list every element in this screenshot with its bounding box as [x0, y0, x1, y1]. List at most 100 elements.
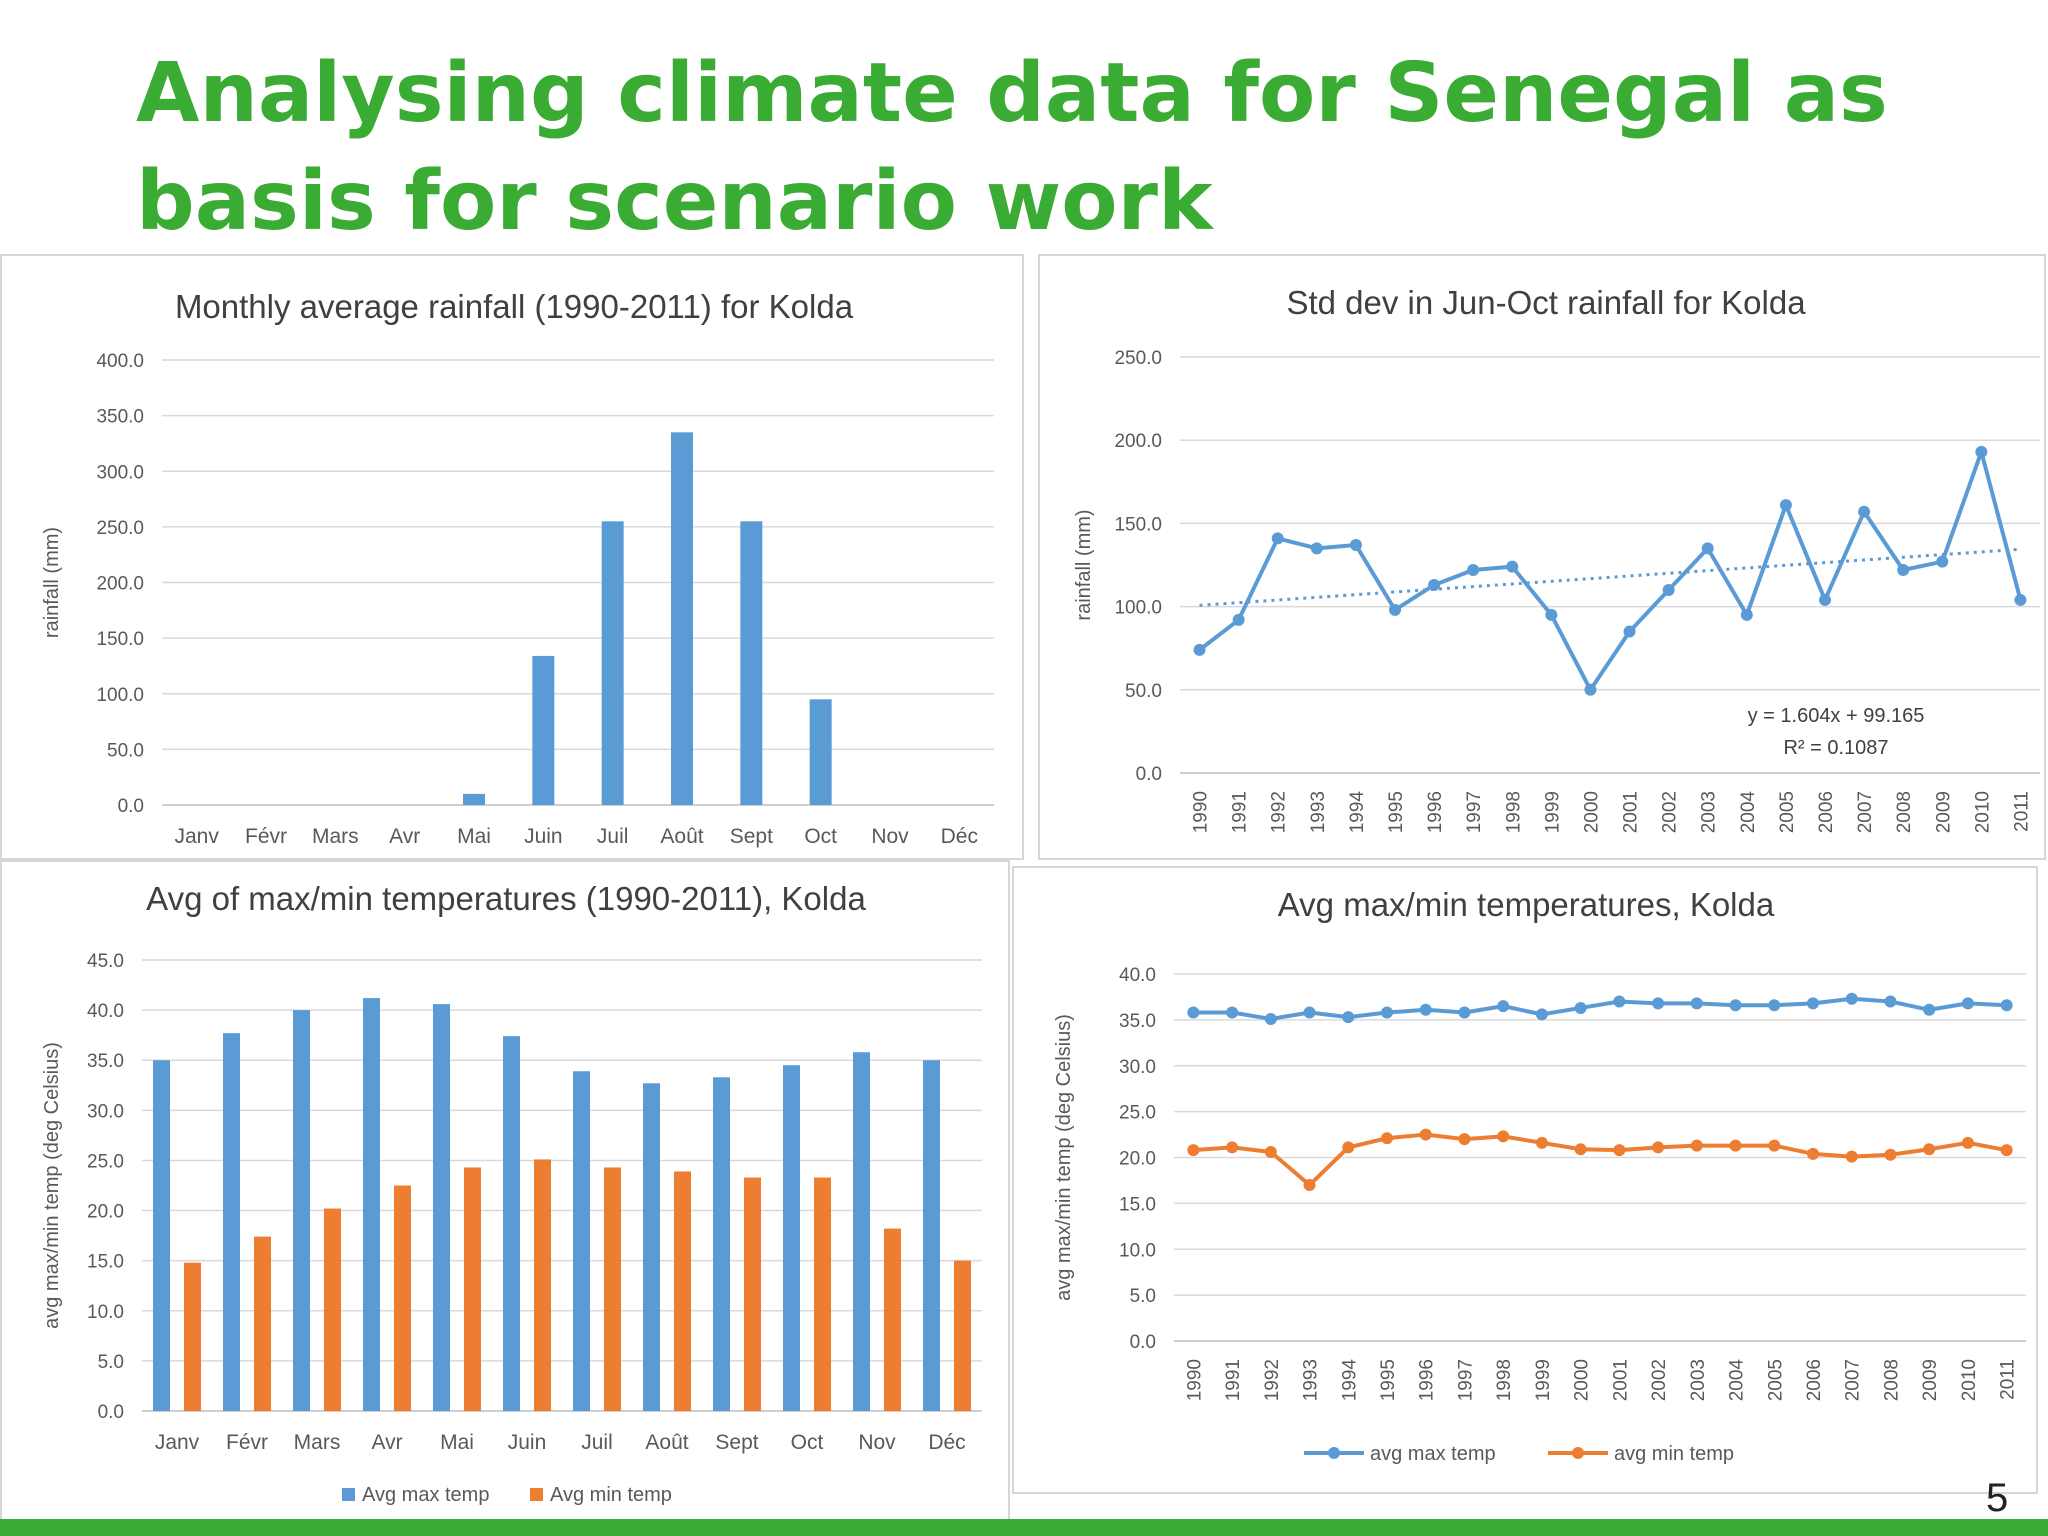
data-point — [1819, 593, 1831, 606]
data-point — [1467, 563, 1480, 576]
data-point — [2014, 593, 2027, 606]
x-tick-label: Juil — [597, 825, 629, 848]
data-point — [1545, 608, 1558, 621]
x-tick-label: 1996 — [1417, 1359, 1438, 1401]
data-point — [1858, 505, 1871, 518]
bar — [254, 1236, 271, 1411]
data-point — [1226, 1006, 1239, 1019]
x-tick-label: 2005 — [1765, 1359, 1786, 1401]
x-tick-label: Août — [660, 825, 703, 848]
x-tick-label: Déc — [941, 825, 978, 848]
data-point — [1419, 1003, 1432, 1016]
x-tick-label: Mai — [440, 1431, 474, 1454]
data-point — [1701, 542, 1714, 555]
chart-title: Std dev in Jun-Oct rainfall for Kolda — [1286, 284, 1806, 321]
data-point — [1264, 1012, 1277, 1025]
data-point — [1652, 1141, 1665, 1154]
x-tick-label: Oct — [804, 825, 837, 848]
x-tick-label: Déc — [928, 1431, 965, 1454]
x-tick-label: 1991 — [1230, 791, 1251, 833]
y-axis-label: avg max/min temp (deg Celsius) — [41, 1042, 63, 1329]
x-tick-label: 1995 — [1378, 1359, 1399, 1401]
bar — [740, 521, 763, 805]
data-point — [1506, 560, 1519, 573]
data-point — [1458, 1006, 1471, 1019]
stddev-chart: 0.0 50.0 100.0 150.0 200.0 250.0 Std dev in Ju… — [1073, 284, 2040, 834]
y-tick-label: 250.0 — [1114, 348, 1162, 369]
y-tick-label: 0.0 — [1136, 764, 1162, 785]
bar — [809, 699, 832, 805]
data-point — [1458, 1133, 1471, 1146]
y-tick-label: 40.0 — [87, 1001, 124, 1022]
data-point — [1845, 1150, 1858, 1163]
data-point — [1936, 555, 1949, 568]
y-tick-label: 50.0 — [107, 740, 144, 761]
y-tick-label: 300.0 — [96, 462, 144, 483]
x-tick-label: 2008 — [1894, 791, 1915, 833]
bar — [324, 1208, 341, 1411]
data-point — [1884, 1148, 1897, 1161]
data-point — [1310, 542, 1323, 555]
x-tick-label: 1996 — [1425, 791, 1446, 833]
y-tick-label: 5.0 — [98, 1352, 124, 1373]
data-point — [1497, 1130, 1510, 1143]
y-tick-label: 200.0 — [96, 574, 144, 595]
y-tick-label: 30.0 — [1119, 1057, 1156, 1078]
data-point — [1975, 445, 1988, 458]
data-point — [2000, 1144, 2013, 1157]
y-axis-label: rainfall (mm) — [41, 527, 63, 638]
data-point — [1729, 999, 1742, 1012]
bar — [954, 1260, 971, 1411]
x-tick-label: Mars — [294, 1431, 341, 1454]
legend-swatch — [342, 1488, 355, 1501]
chart-title: Avg max/min temperatures, Kolda — [1278, 886, 1775, 923]
x-tick-label: 2009 — [1920, 1359, 1941, 1401]
x-tick-label: Nov — [858, 1431, 896, 1454]
data-point — [1381, 1132, 1393, 1145]
x-tick-label: 2007 — [1843, 1359, 1864, 1401]
y-tick-label: 30.0 — [87, 1101, 124, 1122]
y-tick-label: 5.0 — [1130, 1286, 1156, 1307]
x-tick-label: Mai — [457, 825, 491, 848]
data-point — [1613, 1144, 1626, 1157]
data-point — [1961, 997, 1974, 1010]
bar — [814, 1177, 831, 1411]
legend-label: avg max temp — [1370, 1443, 1496, 1465]
x-tick-label: Sept — [730, 825, 773, 848]
bar — [293, 1010, 310, 1411]
data-point — [1652, 997, 1665, 1010]
data-point — [1961, 1136, 1974, 1149]
x-tick-label: 1991 — [1223, 1359, 1244, 1401]
bar — [223, 1033, 240, 1411]
x-tick-label: 2010 — [1972, 791, 1993, 833]
data-point — [1584, 683, 1597, 696]
y-tick-label: 0.0 — [98, 1402, 124, 1423]
trendline-r-squared: R² = 0.1087 — [1783, 737, 1888, 759]
data-point — [1574, 1143, 1587, 1156]
x-tick-label: 1999 — [1533, 1359, 1554, 1401]
x-tick-label: Sept — [715, 1431, 758, 1454]
y-axis-label: rainfall (mm) — [1073, 509, 1095, 620]
x-tick-label: 1998 — [1503, 791, 1524, 833]
x-tick-label: 1990 — [1191, 791, 1212, 833]
x-tick-label: Févr — [245, 825, 287, 848]
bar — [463, 793, 485, 805]
data-point — [1342, 1141, 1355, 1154]
x-tick-label: Mars — [312, 825, 359, 848]
x-tick-label: 2000 — [1581, 791, 1602, 833]
data-point — [2000, 999, 2013, 1012]
x-tick-label: 2006 — [1804, 1359, 1825, 1401]
x-tick-label: 2009 — [1933, 791, 1954, 833]
x-tick-label: 1993 — [1301, 1359, 1322, 1401]
x-tick-label: 2004 — [1738, 791, 1759, 834]
data-point — [1428, 578, 1441, 591]
bar — [394, 1185, 411, 1411]
bar — [532, 655, 555, 805]
x-tick-label: Avr — [389, 825, 420, 848]
x-tick-label: Août — [645, 1431, 688, 1454]
y-tick-label: 150.0 — [1114, 514, 1162, 535]
bottom-accent-bar — [0, 1519, 2048, 1536]
x-tick-label: 2003 — [1688, 1359, 1709, 1401]
x-tick-label: 2000 — [1572, 1359, 1593, 1401]
y-tick-label: 0.0 — [1130, 1332, 1156, 1353]
